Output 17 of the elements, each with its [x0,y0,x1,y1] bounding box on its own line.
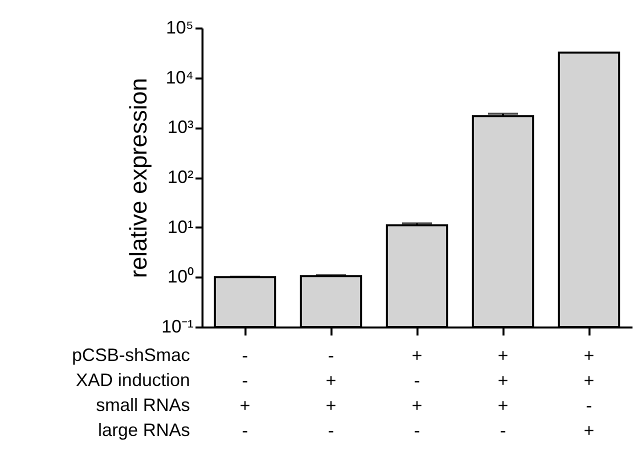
y-tick-label: 10⁰ [167,266,194,287]
x-tick-label: - + + - [326,346,336,440]
x-tick-label: + - + - [412,346,422,440]
text: small RNAs [96,395,190,415]
x-tick-label: + + - + [584,346,594,440]
y-tick-label: 10¹ [167,216,194,237]
y-tick-label: 10⁴ [166,67,194,88]
y-tick-label: 10⁵ [166,18,194,38]
y-tick-label: 10⁻¹ [161,316,194,336]
text: large RNAs [98,420,190,440]
text: XAD induction [76,370,190,390]
y-tick-label: 10² [167,167,194,187]
text: pCSB-shSmac [72,345,190,365]
x-tick-label: - - + - [240,346,250,440]
y-tick-label: 10³ [167,117,194,138]
x-tick-label: + + + - [498,346,508,440]
y-axis-title: relative expression [125,78,152,278]
